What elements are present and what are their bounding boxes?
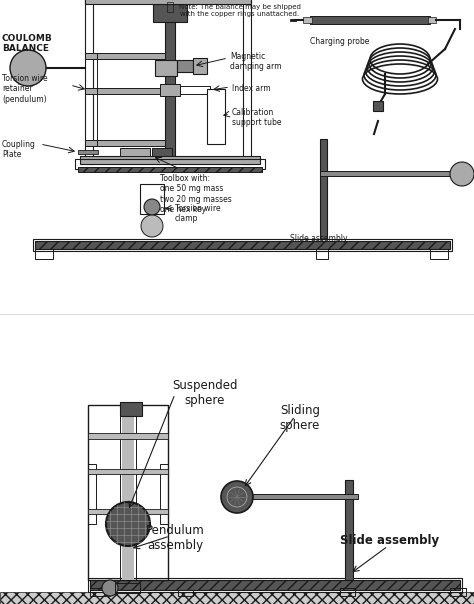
Bar [85, 88, 165, 94]
Circle shape [144, 199, 160, 215]
Bar [373, 101, 383, 111]
Circle shape [221, 481, 253, 513]
Text: COULOMB
BALANCE: COULOMB BALANCE [2, 34, 53, 53]
Bar [155, 60, 177, 76]
Bar [180, 86, 210, 94]
Bar [88, 464, 96, 524]
Bar [340, 588, 355, 596]
Bar [430, 249, 448, 259]
Bar [193, 58, 207, 74]
Text: Toolbox with:
one 50 mg mass
two 20 mg masses
one hex key: Toolbox with: one 50 mg mass two 20 mg m… [160, 174, 232, 214]
Bar [0, 592, 474, 604]
Bar [320, 171, 455, 176]
Bar [122, 405, 134, 580]
Bar [160, 464, 168, 524]
Text: Calibration
support tube: Calibration support tube [232, 108, 282, 127]
Bar [85, 53, 165, 59]
Bar [320, 139, 327, 239]
Circle shape [106, 502, 150, 546]
Bar [345, 480, 353, 580]
Bar [120, 148, 150, 156]
Circle shape [10, 50, 46, 86]
Bar [80, 156, 260, 164]
Text: Coupling
Plate: Coupling Plate [2, 140, 36, 159]
Bar [35, 241, 450, 249]
Bar [115, 583, 140, 593]
Text: Index arm: Index arm [232, 84, 271, 93]
Bar [207, 89, 225, 144]
Bar [316, 249, 328, 259]
Bar [88, 578, 462, 592]
Bar [165, 14, 175, 164]
Bar [88, 405, 168, 580]
Text: Torsion wire
retainer
(pendulum): Torsion wire retainer (pendulum) [2, 74, 47, 104]
Bar [140, 184, 164, 214]
Bar [177, 60, 193, 72]
Text: Suspended
sphere: Suspended sphere [172, 379, 238, 407]
Text: Torsion wire
clamp: Torsion wire clamp [175, 204, 220, 223]
Bar [167, 2, 173, 12]
Bar [35, 249, 53, 259]
Circle shape [450, 162, 474, 186]
Bar [85, 140, 165, 146]
Circle shape [102, 580, 118, 596]
Bar [178, 590, 193, 596]
Bar [303, 17, 312, 23]
Bar [153, 4, 187, 22]
Bar [120, 402, 142, 416]
Bar [90, 580, 460, 590]
Text: Slide assembly: Slide assembly [290, 234, 347, 243]
Bar [88, 433, 168, 439]
Circle shape [141, 215, 163, 237]
Text: Slide assembly: Slide assembly [340, 534, 439, 547]
Bar [428, 17, 436, 23]
Bar [33, 239, 452, 251]
Bar [250, 494, 358, 499]
Text: Sliding
sphere: Sliding sphere [280, 404, 320, 432]
Bar [152, 148, 172, 156]
Bar [85, 0, 93, 164]
Bar [78, 167, 262, 172]
Bar [310, 16, 430, 24]
Text: Magnetic
damping arm: Magnetic damping arm [230, 52, 282, 71]
Text: Pendulum
assembly: Pendulum assembly [146, 524, 204, 552]
Bar [88, 509, 168, 514]
Bar [75, 159, 265, 169]
Bar [120, 405, 136, 580]
Bar [85, 0, 251, 4]
Bar [85, 53, 97, 146]
Bar [450, 588, 466, 596]
Bar [90, 588, 110, 596]
Bar [243, 0, 251, 164]
Bar [78, 150, 98, 154]
Bar [88, 469, 168, 474]
Text: Charging probe: Charging probe [310, 37, 369, 46]
Text: Note: The balance may be shipped
with the copper rings unattached.: Note: The balance may be shipped with th… [179, 4, 301, 17]
Bar [160, 84, 180, 96]
